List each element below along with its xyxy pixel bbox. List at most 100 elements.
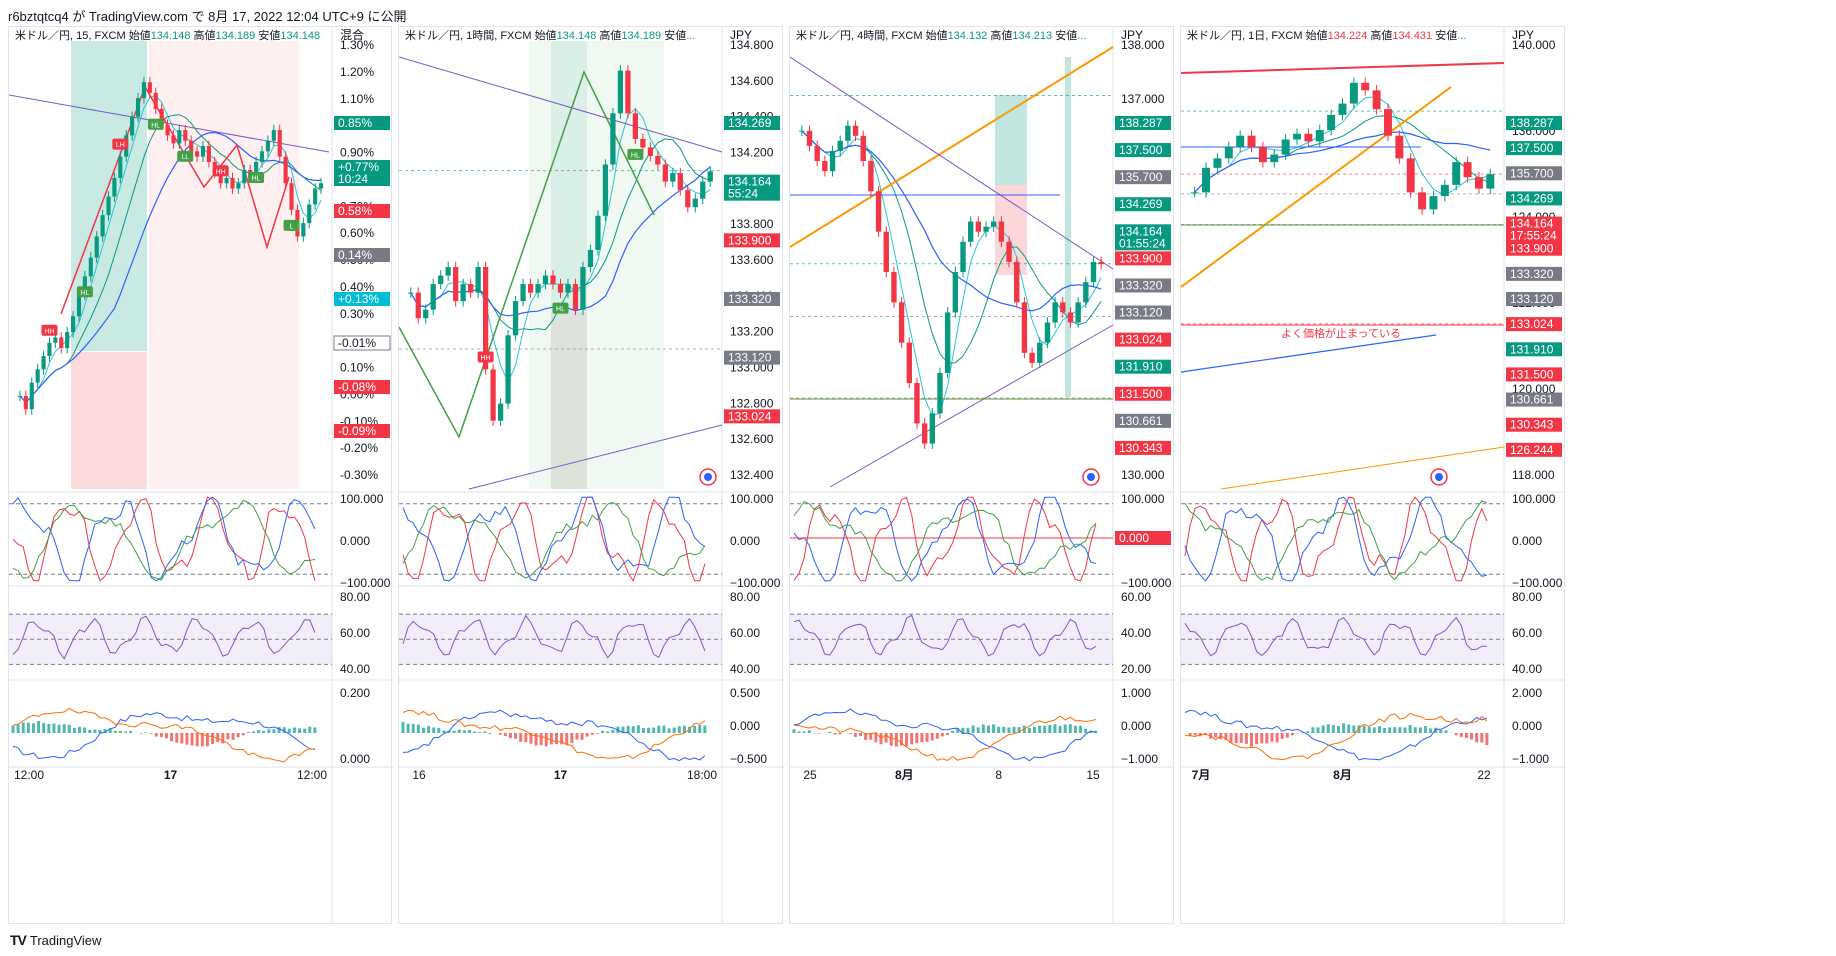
macd-histogram-bar	[1193, 733, 1197, 736]
candle-body	[1044, 322, 1051, 343]
macd-histogram-bar	[636, 725, 640, 733]
macd-histogram-bar	[1214, 733, 1218, 738]
price-badge-label: 0.58%	[338, 204, 372, 218]
candle-body	[189, 140, 194, 152]
price-tick: -0.20%	[340, 441, 378, 455]
candle-body	[1361, 82, 1370, 91]
price-badge: +0.13%	[334, 292, 390, 306]
macd-histogram-bar	[1388, 727, 1392, 733]
tradingview-footer: TV TradingView	[10, 932, 101, 948]
macd-histogram-bar	[524, 733, 528, 743]
price-badge-label: 133.024	[1510, 317, 1554, 331]
price-badge-label: 131.910	[1119, 360, 1163, 374]
price-badge-label: 135.700	[1510, 166, 1554, 180]
stoch-line-slow	[12, 499, 316, 581]
stoch-line-slow	[1184, 500, 1488, 581]
macd-tick: 0.200	[340, 686, 370, 700]
price-badge-bg	[1115, 278, 1171, 293]
price-badge-bg	[1506, 417, 1562, 432]
price-badge-label: 130.661	[1119, 414, 1163, 428]
macd-histogram-bar	[833, 733, 837, 735]
macd-histogram-bar	[1342, 723, 1346, 733]
price-badge-label: 0.85%	[338, 116, 372, 130]
long-ma-line	[1181, 334, 1437, 373]
price-tick: 0.10%	[340, 361, 374, 375]
macd-histogram-bar	[1383, 727, 1387, 733]
chart-panel-1h[interactable]: 米ドル／円, 1時間, FXCM 始値134.148 高値134.189 安値.…	[398, 26, 784, 924]
macd-histogram-bar	[1229, 733, 1233, 743]
macd-histogram-bar	[667, 728, 671, 733]
price-badge-label: -0.01%	[338, 336, 376, 350]
chart-panel-15m[interactable]: 米ドル／円, 15, FXCM 始値134.148 高値134.189 安値13…	[8, 26, 394, 924]
tradingview-logo-icon: TV	[10, 932, 27, 948]
macd-histogram-bar	[1290, 733, 1294, 736]
rsi-line	[793, 614, 1097, 657]
swing-marker-bg	[248, 171, 265, 183]
candle-body	[453, 267, 459, 302]
macd-histogram-bar	[1331, 725, 1335, 733]
macd-histogram-bar	[544, 733, 548, 747]
stoch-tick: 100.000	[730, 492, 774, 506]
time-tick: 17	[164, 768, 178, 782]
price-badge-label: -0.08%	[338, 380, 376, 394]
candle-body	[1384, 109, 1392, 136]
macd-histogram-bar	[1188, 733, 1192, 736]
price-badge-label: 133.024	[1119, 333, 1163, 347]
macd-histogram-bar	[682, 725, 686, 733]
rsi-tick: 40.00	[730, 662, 760, 676]
rsi-tick: 20.00	[1121, 662, 1151, 676]
ma-mid-line	[19, 114, 322, 404]
macd-tick: 0.000	[1121, 719, 1151, 733]
macd-histogram-bar	[1321, 725, 1325, 733]
price-badge: 133.320	[724, 292, 780, 306]
price-badge-label: 135.700	[1119, 170, 1163, 184]
macd-histogram-bar	[797, 731, 801, 733]
candle-body	[430, 284, 436, 310]
stoch-tick: 100.000	[340, 492, 384, 506]
short-position-zone	[71, 352, 147, 489]
chart-panel-1d[interactable]: 米ドル／円, 1日, FXCM 始値134.224 高値134.431 安値..…	[1180, 26, 1566, 924]
candle-body	[408, 292, 414, 294]
candle-body	[283, 156, 288, 184]
macd-histogram-bar	[411, 723, 415, 733]
chart-panel-4h[interactable]: 米ドル／円, 4時間, FXCM 始値134.132 高値134.213 安値.…	[789, 26, 1175, 924]
price-tick: 0.60%	[340, 226, 374, 240]
macd-histogram-bar	[457, 729, 461, 733]
candle-body	[236, 183, 241, 189]
rsi-tick: 80.00	[730, 590, 760, 604]
swing-marker-label: LH	[116, 142, 125, 149]
price-tick: 133.200	[730, 325, 774, 339]
signal-line	[793, 715, 1097, 762]
candle-body	[118, 156, 123, 178]
macd-histogram-bar	[37, 721, 41, 733]
candle-body	[1349, 82, 1358, 104]
price-badge: 133.120	[1115, 305, 1171, 320]
price-badge-label: +0.77%	[338, 160, 379, 174]
candle-body	[1098, 261, 1104, 264]
price-badge-label: 0.14%	[338, 248, 372, 262]
price-badge-label: 133.320	[728, 292, 772, 306]
macd-histogram-bar	[1423, 726, 1427, 733]
time-tick: 8月	[895, 768, 914, 782]
macd-histogram-bar	[462, 730, 466, 733]
candle-body	[837, 140, 843, 151]
candle-body	[301, 223, 306, 237]
macd-histogram-bar	[1444, 730, 1448, 733]
candle-body	[799, 130, 805, 132]
price-tick: 133.800	[730, 217, 774, 231]
macd-histogram-bar	[802, 731, 806, 733]
candle-body	[983, 226, 989, 232]
macd-histogram-bar	[986, 725, 990, 733]
candle-body	[1463, 162, 1472, 178]
macd-histogram-bar	[869, 733, 873, 740]
economic-event-icon	[699, 468, 717, 486]
macd-histogram-bar	[534, 733, 538, 746]
macd-histogram-bar	[529, 733, 533, 744]
price-badge-bg	[1506, 241, 1562, 256]
price-badge-bg	[724, 116, 780, 130]
macd-histogram-bar	[807, 730, 811, 733]
candle-body	[171, 135, 176, 144]
candle-body	[527, 284, 534, 293]
candle-body	[921, 423, 928, 444]
price-badge-label: 133.120	[1119, 306, 1163, 320]
